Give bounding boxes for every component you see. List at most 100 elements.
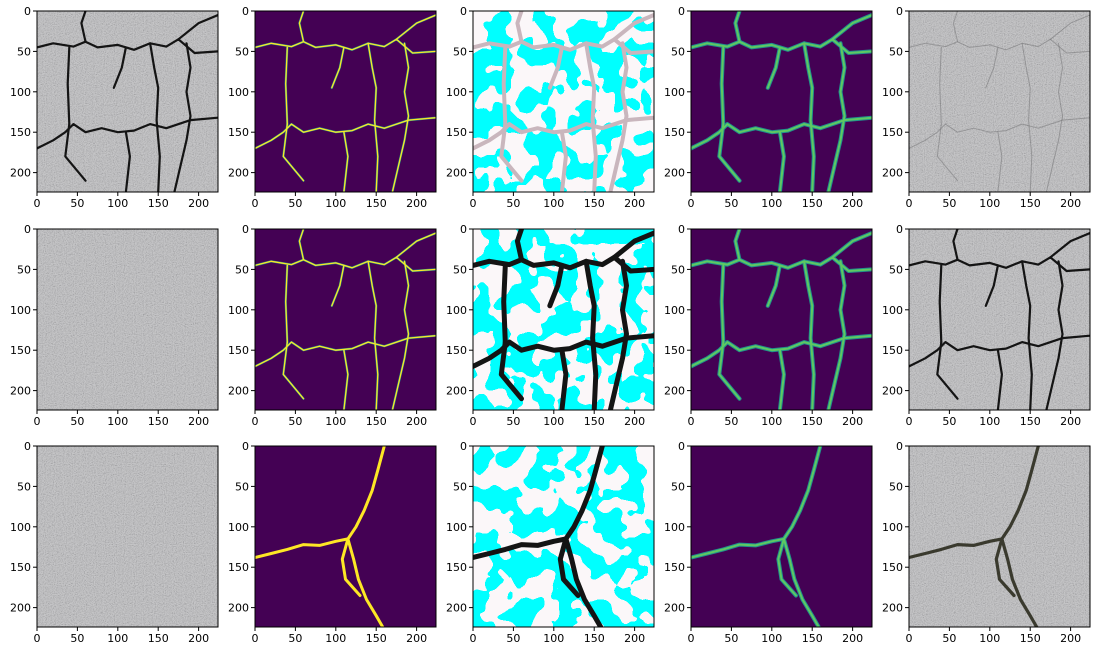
crack-stroke bbox=[777, 537, 797, 597]
axes-frame bbox=[472, 445, 655, 628]
axes-frame bbox=[254, 445, 437, 628]
crack-stroke bbox=[831, 232, 872, 259]
crack-stroke bbox=[720, 264, 725, 344]
crack-stroke bbox=[473, 333, 654, 369]
x-tick-label: 100 bbox=[543, 632, 564, 645]
panel-r1c4: 0 50 100 150 200 0 50 100 150 200 bbox=[664, 5, 873, 210]
panel-image bbox=[909, 229, 1090, 410]
y-tick-label: 0 bbox=[460, 223, 467, 236]
crack-stroke bbox=[559, 347, 569, 410]
crack-stroke bbox=[997, 131, 1003, 192]
x-tick-label: 0 bbox=[906, 632, 913, 645]
x-tick-label: 100 bbox=[325, 415, 346, 428]
x-tick-label: 100 bbox=[107, 632, 128, 645]
x-tick-label: 100 bbox=[761, 197, 782, 210]
y-tick-label: 150 bbox=[446, 344, 467, 357]
y-tick-label: 200 bbox=[446, 385, 467, 398]
axes-frame bbox=[472, 10, 655, 193]
crack-stroke bbox=[64, 123, 87, 182]
crack-stroke bbox=[803, 42, 815, 192]
x-tick-label: 200 bbox=[188, 415, 209, 428]
x-tick-label: 150 bbox=[148, 197, 169, 210]
panel-image bbox=[909, 446, 1090, 627]
x-tick-label: 0 bbox=[470, 197, 477, 210]
crack-stroke bbox=[936, 341, 959, 400]
y-tick-label: 100 bbox=[228, 521, 249, 534]
y-tick-label: 100 bbox=[882, 521, 903, 534]
x-tick-label: 100 bbox=[325, 632, 346, 645]
panel-r3c2: 0 50 100 150 200 0 50 100 150 200 bbox=[228, 440, 437, 645]
crack-stroke bbox=[909, 117, 1090, 149]
x-tick-label: 150 bbox=[1020, 632, 1041, 645]
crack-stroke bbox=[473, 536, 569, 560]
panel-image bbox=[37, 446, 218, 627]
panel-image bbox=[691, 446, 872, 627]
y-tick-label: 100 bbox=[664, 521, 685, 534]
y-tick-label: 150 bbox=[228, 344, 249, 357]
y-tick-label: 150 bbox=[664, 344, 685, 357]
mask-background bbox=[255, 11, 436, 192]
x-tick-label: 0 bbox=[470, 415, 477, 428]
y-tick-label: 100 bbox=[228, 86, 249, 99]
crack-stroke bbox=[1049, 231, 1090, 259]
panel-image bbox=[691, 11, 872, 192]
y-tick-label: 150 bbox=[446, 561, 467, 574]
x-tick-label: 50 bbox=[288, 415, 302, 428]
crack-stroke bbox=[367, 260, 379, 410]
y-tick-label: 50 bbox=[671, 45, 685, 58]
crack-stroke bbox=[1045, 260, 1064, 410]
y-tick-label: 50 bbox=[235, 263, 249, 276]
panel-r3c3: 0 50 100 150 200 0 50 100 150 200 bbox=[446, 440, 655, 645]
x-tick-label: 50 bbox=[70, 415, 84, 428]
y-tick-label: 50 bbox=[17, 45, 31, 58]
y-tick-label: 50 bbox=[671, 480, 685, 493]
x-tick-label: 0 bbox=[252, 197, 259, 210]
y-tick-label: 0 bbox=[460, 440, 467, 453]
axes-frame bbox=[690, 10, 873, 193]
crack-stroke bbox=[331, 46, 345, 89]
crack-stroke bbox=[938, 264, 943, 344]
x-tick-label: 100 bbox=[979, 197, 1000, 210]
x-tick-label: 0 bbox=[688, 197, 695, 210]
y-tick-label: 0 bbox=[24, 5, 31, 18]
y-tick-label: 150 bbox=[446, 126, 467, 139]
y-tick-label: 150 bbox=[664, 561, 685, 574]
y-tick-label: 200 bbox=[664, 602, 685, 615]
crack-stroke bbox=[547, 262, 565, 309]
crack-stroke bbox=[803, 260, 815, 410]
x-tick-label: 150 bbox=[802, 632, 823, 645]
x-tick-label: 50 bbox=[506, 415, 520, 428]
y-tick-label: 0 bbox=[242, 223, 249, 236]
x-tick-label: 200 bbox=[842, 415, 863, 428]
axes-frame bbox=[690, 445, 873, 628]
x-tick-label: 150 bbox=[584, 197, 605, 210]
y-tick-label: 0 bbox=[24, 223, 31, 236]
x-tick-label: 150 bbox=[148, 632, 169, 645]
x-tick-label: 50 bbox=[506, 197, 520, 210]
crack-stroke bbox=[720, 46, 725, 126]
panel-r3c4: 0 50 100 150 200 0 50 100 150 200 bbox=[664, 440, 873, 645]
y-tick-label: 100 bbox=[664, 86, 685, 99]
asphalt-texture bbox=[37, 446, 218, 627]
crack-stroke bbox=[331, 264, 345, 307]
y-tick-label: 100 bbox=[664, 304, 685, 317]
crack-stroke bbox=[782, 537, 820, 627]
y-tick-label: 200 bbox=[228, 167, 249, 180]
y-tick-label: 0 bbox=[678, 223, 685, 236]
asphalt-texture bbox=[909, 229, 1090, 410]
x-tick-label: 150 bbox=[584, 415, 605, 428]
crack-stroke bbox=[778, 131, 785, 192]
activation-map bbox=[473, 446, 654, 627]
x-tick-label: 0 bbox=[34, 415, 41, 428]
y-tick-label: 0 bbox=[460, 5, 467, 18]
x-tick-label: 100 bbox=[979, 415, 1000, 428]
crack-stroke bbox=[285, 46, 288, 125]
x-tick-label: 50 bbox=[70, 197, 84, 210]
asphalt-texture bbox=[37, 229, 218, 410]
asphalt-texture bbox=[37, 11, 218, 192]
panel-r1c5: 0 50 100 150 200 0 50 100 150 200 bbox=[882, 5, 1091, 210]
panel-r2c1: 0 50 100 150 200 0 50 100 150 200 bbox=[10, 223, 219, 428]
y-tick-label: 100 bbox=[446, 521, 467, 534]
crack-stroke bbox=[177, 13, 218, 41]
x-tick-label: 100 bbox=[543, 415, 564, 428]
